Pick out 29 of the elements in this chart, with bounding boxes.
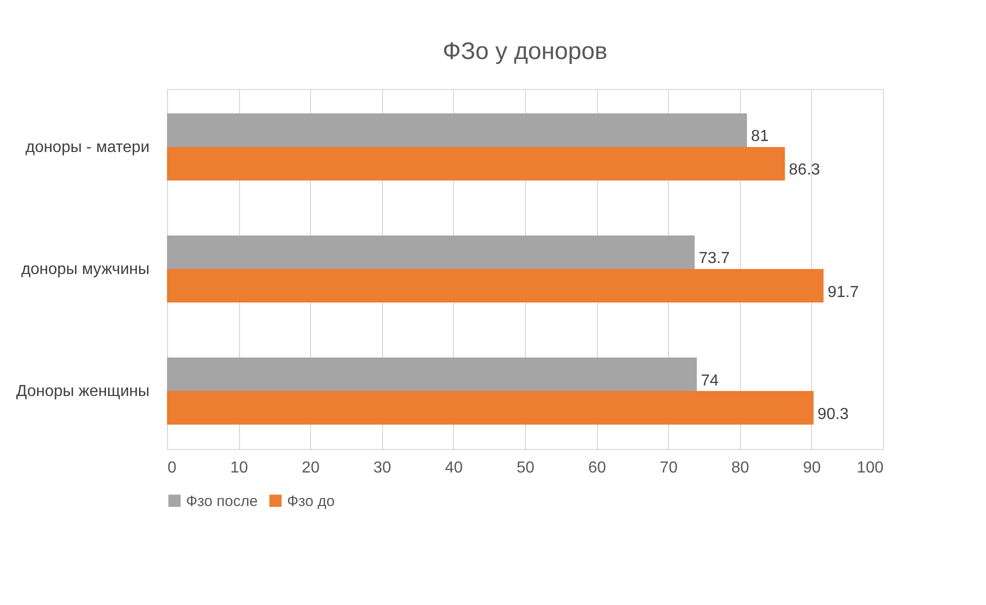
- bar: [167, 235, 695, 269]
- legend-label: Фзо после: [186, 492, 258, 510]
- x-tick-label: 0: [168, 460, 176, 476]
- data-label: 91.7: [828, 284, 859, 301]
- data-label: 74: [700, 372, 719, 390]
- bar: [167, 113, 747, 147]
- x-tick-label: 40: [445, 460, 463, 476]
- bar: [167, 357, 697, 392]
- y-tick-label: доноры - матери: [25, 138, 150, 156]
- chart-title: ФЗо у доноров: [442, 38, 608, 65]
- x-tick-label: 80: [731, 460, 750, 476]
- x-tick-label: 50: [516, 460, 534, 476]
- x-tick-label: 60: [588, 460, 606, 476]
- x-tick-label: 70: [660, 460, 678, 476]
- x-tick-label: 20: [302, 460, 320, 476]
- x-tick-label: 100: [856, 460, 884, 476]
- data-label: 90.3: [818, 406, 849, 423]
- y-tick-label: Доноры женщины: [16, 383, 150, 400]
- y-tick-label: доноры мужчины: [21, 261, 150, 278]
- x-tick-label: 10: [230, 460, 248, 476]
- data-label: 73.7: [698, 250, 730, 268]
- data-label: 86.3: [788, 162, 820, 179]
- bar: [167, 391, 814, 425]
- bar: [167, 146, 785, 181]
- legend-label: Фзо до: [287, 492, 335, 510]
- bar: [167, 269, 824, 303]
- x-tick-label: 90: [803, 460, 821, 476]
- x-tick-label: 30: [373, 460, 392, 476]
- data-label: 81: [750, 128, 769, 146]
